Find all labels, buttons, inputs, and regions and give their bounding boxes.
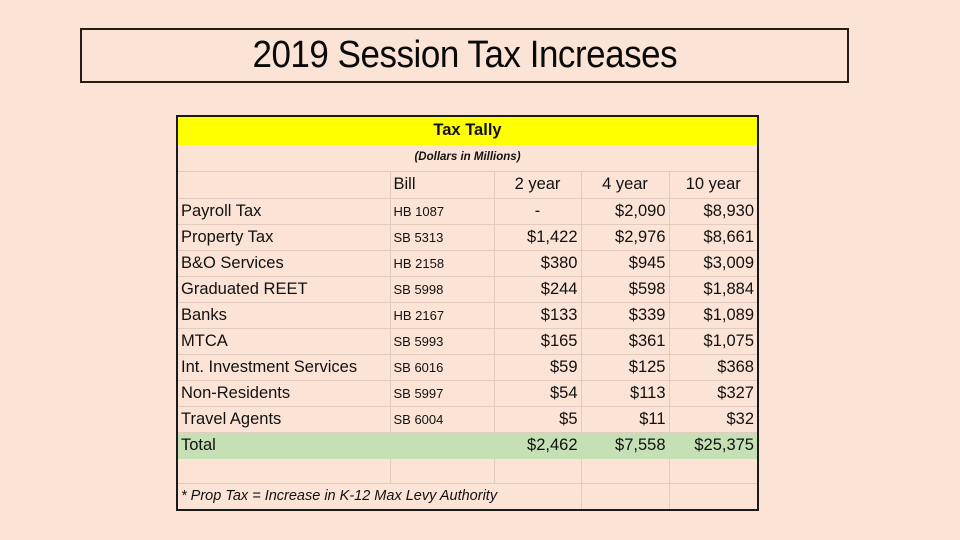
value-2-year: $165 — [493, 327, 582, 355]
header-name — [176, 170, 391, 199]
value-10-year: $32 — [668, 405, 759, 433]
value-10-year: $368 — [668, 353, 759, 381]
value-10-year: $8,661 — [668, 223, 759, 251]
footnote-row: * Prop Tax = Increase in K-12 Max Levy A… — [176, 482, 759, 511]
total-2-year: $2,462 — [493, 431, 582, 459]
empty-cell — [668, 457, 759, 484]
empty-cell — [580, 482, 670, 511]
value-4-year: $113 — [580, 379, 670, 407]
bill-number: SB 6004 — [389, 405, 495, 433]
empty-row — [176, 457, 759, 484]
value-2-year: $244 — [493, 275, 582, 303]
table-row: B&O Services HB 2158 $380 $945 $3,009 — [176, 249, 759, 277]
value-2-year: $54 — [493, 379, 582, 407]
total-bill-empty — [389, 431, 495, 459]
value-4-year: $945 — [580, 249, 670, 277]
value-4-year: $2,090 — [580, 197, 670, 225]
value-4-year: $598 — [580, 275, 670, 303]
value-2-year: $133 — [493, 301, 582, 329]
table-subtitle-row: (Dollars in Millions) — [176, 143, 759, 172]
total-row: Total $2,462 $7,558 $25,375 — [176, 431, 759, 459]
value-10-year: $1,884 — [668, 275, 759, 303]
empty-cell — [389, 457, 495, 484]
tax-name: Graduated REET — [176, 275, 391, 303]
tax-name: Banks — [176, 301, 391, 329]
tax-name: Property Tax — [176, 223, 391, 251]
header-2-year: 2 year — [493, 170, 582, 199]
title-box: 2019 Session Tax Increases — [80, 28, 849, 83]
bill-number: SB 5998 — [389, 275, 495, 303]
table-row: Non-Residents SB 5997 $54 $113 $327 — [176, 379, 759, 407]
tax-name: B&O Services — [176, 249, 391, 277]
table-row: Banks HB 2167 $133 $339 $1,089 — [176, 301, 759, 329]
bill-number: HB 2167 — [389, 301, 495, 329]
bill-number: SB 5993 — [389, 327, 495, 355]
empty-cell — [580, 457, 670, 484]
bill-number: SB 5313 — [389, 223, 495, 251]
table-row: Int. Investment Services SB 6016 $59 $12… — [176, 353, 759, 381]
value-4-year: $125 — [580, 353, 670, 381]
header-bill: Bill — [389, 170, 495, 199]
table-row: Travel Agents SB 6004 $5 $11 $32 — [176, 405, 759, 433]
bill-number: HB 2158 — [389, 249, 495, 277]
total-10-year: $25,375 — [668, 431, 759, 459]
value-2-year: $59 — [493, 353, 582, 381]
tax-name: Non-Residents — [176, 379, 391, 407]
tax-name: MTCA — [176, 327, 391, 355]
table-row: Payroll Tax HB 1087 - $2,090 $8,930 — [176, 197, 759, 225]
value-4-year: $361 — [580, 327, 670, 355]
value-10-year: $1,075 — [668, 327, 759, 355]
value-4-year: $339 — [580, 301, 670, 329]
tax-name: Travel Agents — [176, 405, 391, 433]
value-2-year: $380 — [493, 249, 582, 277]
empty-cell — [493, 457, 582, 484]
value-4-year: $11 — [580, 405, 670, 433]
value-4-year: $2,976 — [580, 223, 670, 251]
value-2-year: $5 — [493, 405, 582, 433]
empty-cell — [668, 482, 759, 511]
total-4-year: $7,558 — [580, 431, 670, 459]
value-10-year: $3,009 — [668, 249, 759, 277]
slide-title: 2019 Session Tax Increases — [252, 34, 677, 76]
value-10-year: $327 — [668, 379, 759, 407]
header-4-year: 4 year — [580, 170, 670, 199]
table-banner-row: Tax Tally — [176, 115, 759, 145]
table-banner: Tax Tally — [176, 115, 759, 145]
table-subtitle: (Dollars in Millions) — [176, 143, 759, 172]
total-label: Total — [176, 431, 391, 459]
bill-number: HB 1087 — [389, 197, 495, 225]
bill-number: SB 5997 — [389, 379, 495, 407]
value-10-year: $1,089 — [668, 301, 759, 329]
header-10-year: 10 year — [668, 170, 759, 199]
footnote: * Prop Tax = Increase in K-12 Max Levy A… — [176, 482, 582, 511]
tax-name: Payroll Tax — [176, 197, 391, 225]
tax-tally-table: Tax Tally (Dollars in Millions) Bill 2 y… — [176, 115, 759, 511]
column-header-row: Bill 2 year 4 year 10 year — [176, 170, 759, 199]
table-row: MTCA SB 5993 $165 $361 $1,075 — [176, 327, 759, 355]
value-10-year: $8,930 — [668, 197, 759, 225]
empty-cell — [176, 457, 391, 484]
tax-name: Int. Investment Services — [176, 353, 391, 381]
bill-number: SB 6016 — [389, 353, 495, 381]
value-2-year: $1,422 — [493, 223, 582, 251]
table-row: Graduated REET SB 5998 $244 $598 $1,884 — [176, 275, 759, 303]
value-2-year: - — [493, 197, 582, 225]
table-row: Property Tax SB 5313 $1,422 $2,976 $8,66… — [176, 223, 759, 251]
